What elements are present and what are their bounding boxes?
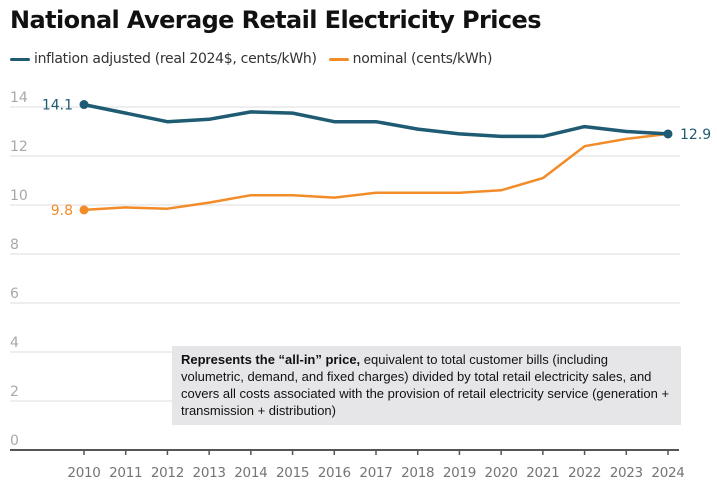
y-axis-tick-labels: 0 2 4 6 8 10 12 14 [10, 90, 28, 449]
x-tick-label: 2024 [651, 465, 684, 481]
gridlines [10, 106, 680, 402]
x-tick-label: 2013 [193, 465, 226, 481]
series-end-marker [663, 129, 673, 139]
annotation-bold-text: Represents the “all-in” price, [181, 352, 361, 367]
x-tick-label: 2019 [443, 465, 476, 481]
y-tick-label: 4 [10, 335, 19, 351]
annotation-text: equivalent to total customer bills (incl… [181, 352, 670, 418]
series-lines [82, 102, 670, 212]
data-labels: 9.8 14.1 12.9 [42, 98, 711, 219]
x-tick-label: 2016 [318, 465, 351, 481]
x-tick-label: 2018 [401, 465, 434, 481]
chart-title: National Average Retail Electricity Pric… [10, 6, 541, 34]
legend-label-nominal: nominal (cents/kWh) [352, 51, 493, 67]
annotation-box: Represents the “all-in” price, equivalen… [172, 346, 681, 425]
series-line-nominal [82, 132, 670, 212]
series-line-real [82, 102, 670, 139]
y-tick-label: 10 [10, 188, 28, 204]
legend-item-nominal: nominal (cents/kWh) [328, 51, 493, 67]
x-tick-label: 2020 [485, 465, 518, 481]
y-tick-label: 0 [10, 433, 19, 449]
legend-item-real: inflation adjusted (real 2024$, cents/kW… [10, 51, 317, 67]
series-start-marker [79, 100, 89, 110]
series-end-label: 12.9 [680, 127, 711, 143]
x-tick-label: 2023 [610, 465, 643, 481]
x-tick-label: 2014 [234, 465, 267, 481]
y-tick-label: 6 [10, 286, 19, 302]
legend-label-real: inflation adjusted (real 2024$, cents/kW… [34, 51, 317, 67]
legend-swatch-real [10, 57, 30, 61]
series-start-label: 9.8 [51, 203, 73, 219]
y-tick-label: 12 [10, 139, 28, 155]
x-tick-label: 2021 [526, 465, 559, 481]
y-tick-label: 2 [10, 384, 19, 400]
series-start-label: 14.1 [42, 98, 73, 114]
legend-swatch-nominal [328, 57, 349, 61]
y-tick-label: 14 [10, 90, 28, 106]
series-start-marker [79, 205, 89, 215]
x-tick-label: 2015 [276, 465, 309, 481]
x-tick-label: 2017 [359, 465, 392, 481]
x-axis: 2010 2011 2012 2013 2014 2015 2016 2017 2018 2019… [10, 449, 685, 481]
y-tick-label: 8 [10, 237, 19, 253]
x-tick-label: 2022 [568, 465, 601, 481]
x-tick-label: 2010 [67, 465, 100, 481]
legend: inflation adjusted (real 2024$, cents/kW… [10, 51, 504, 67]
x-tick-label: 2011 [109, 465, 142, 481]
x-tick-label: 2012 [151, 465, 184, 481]
